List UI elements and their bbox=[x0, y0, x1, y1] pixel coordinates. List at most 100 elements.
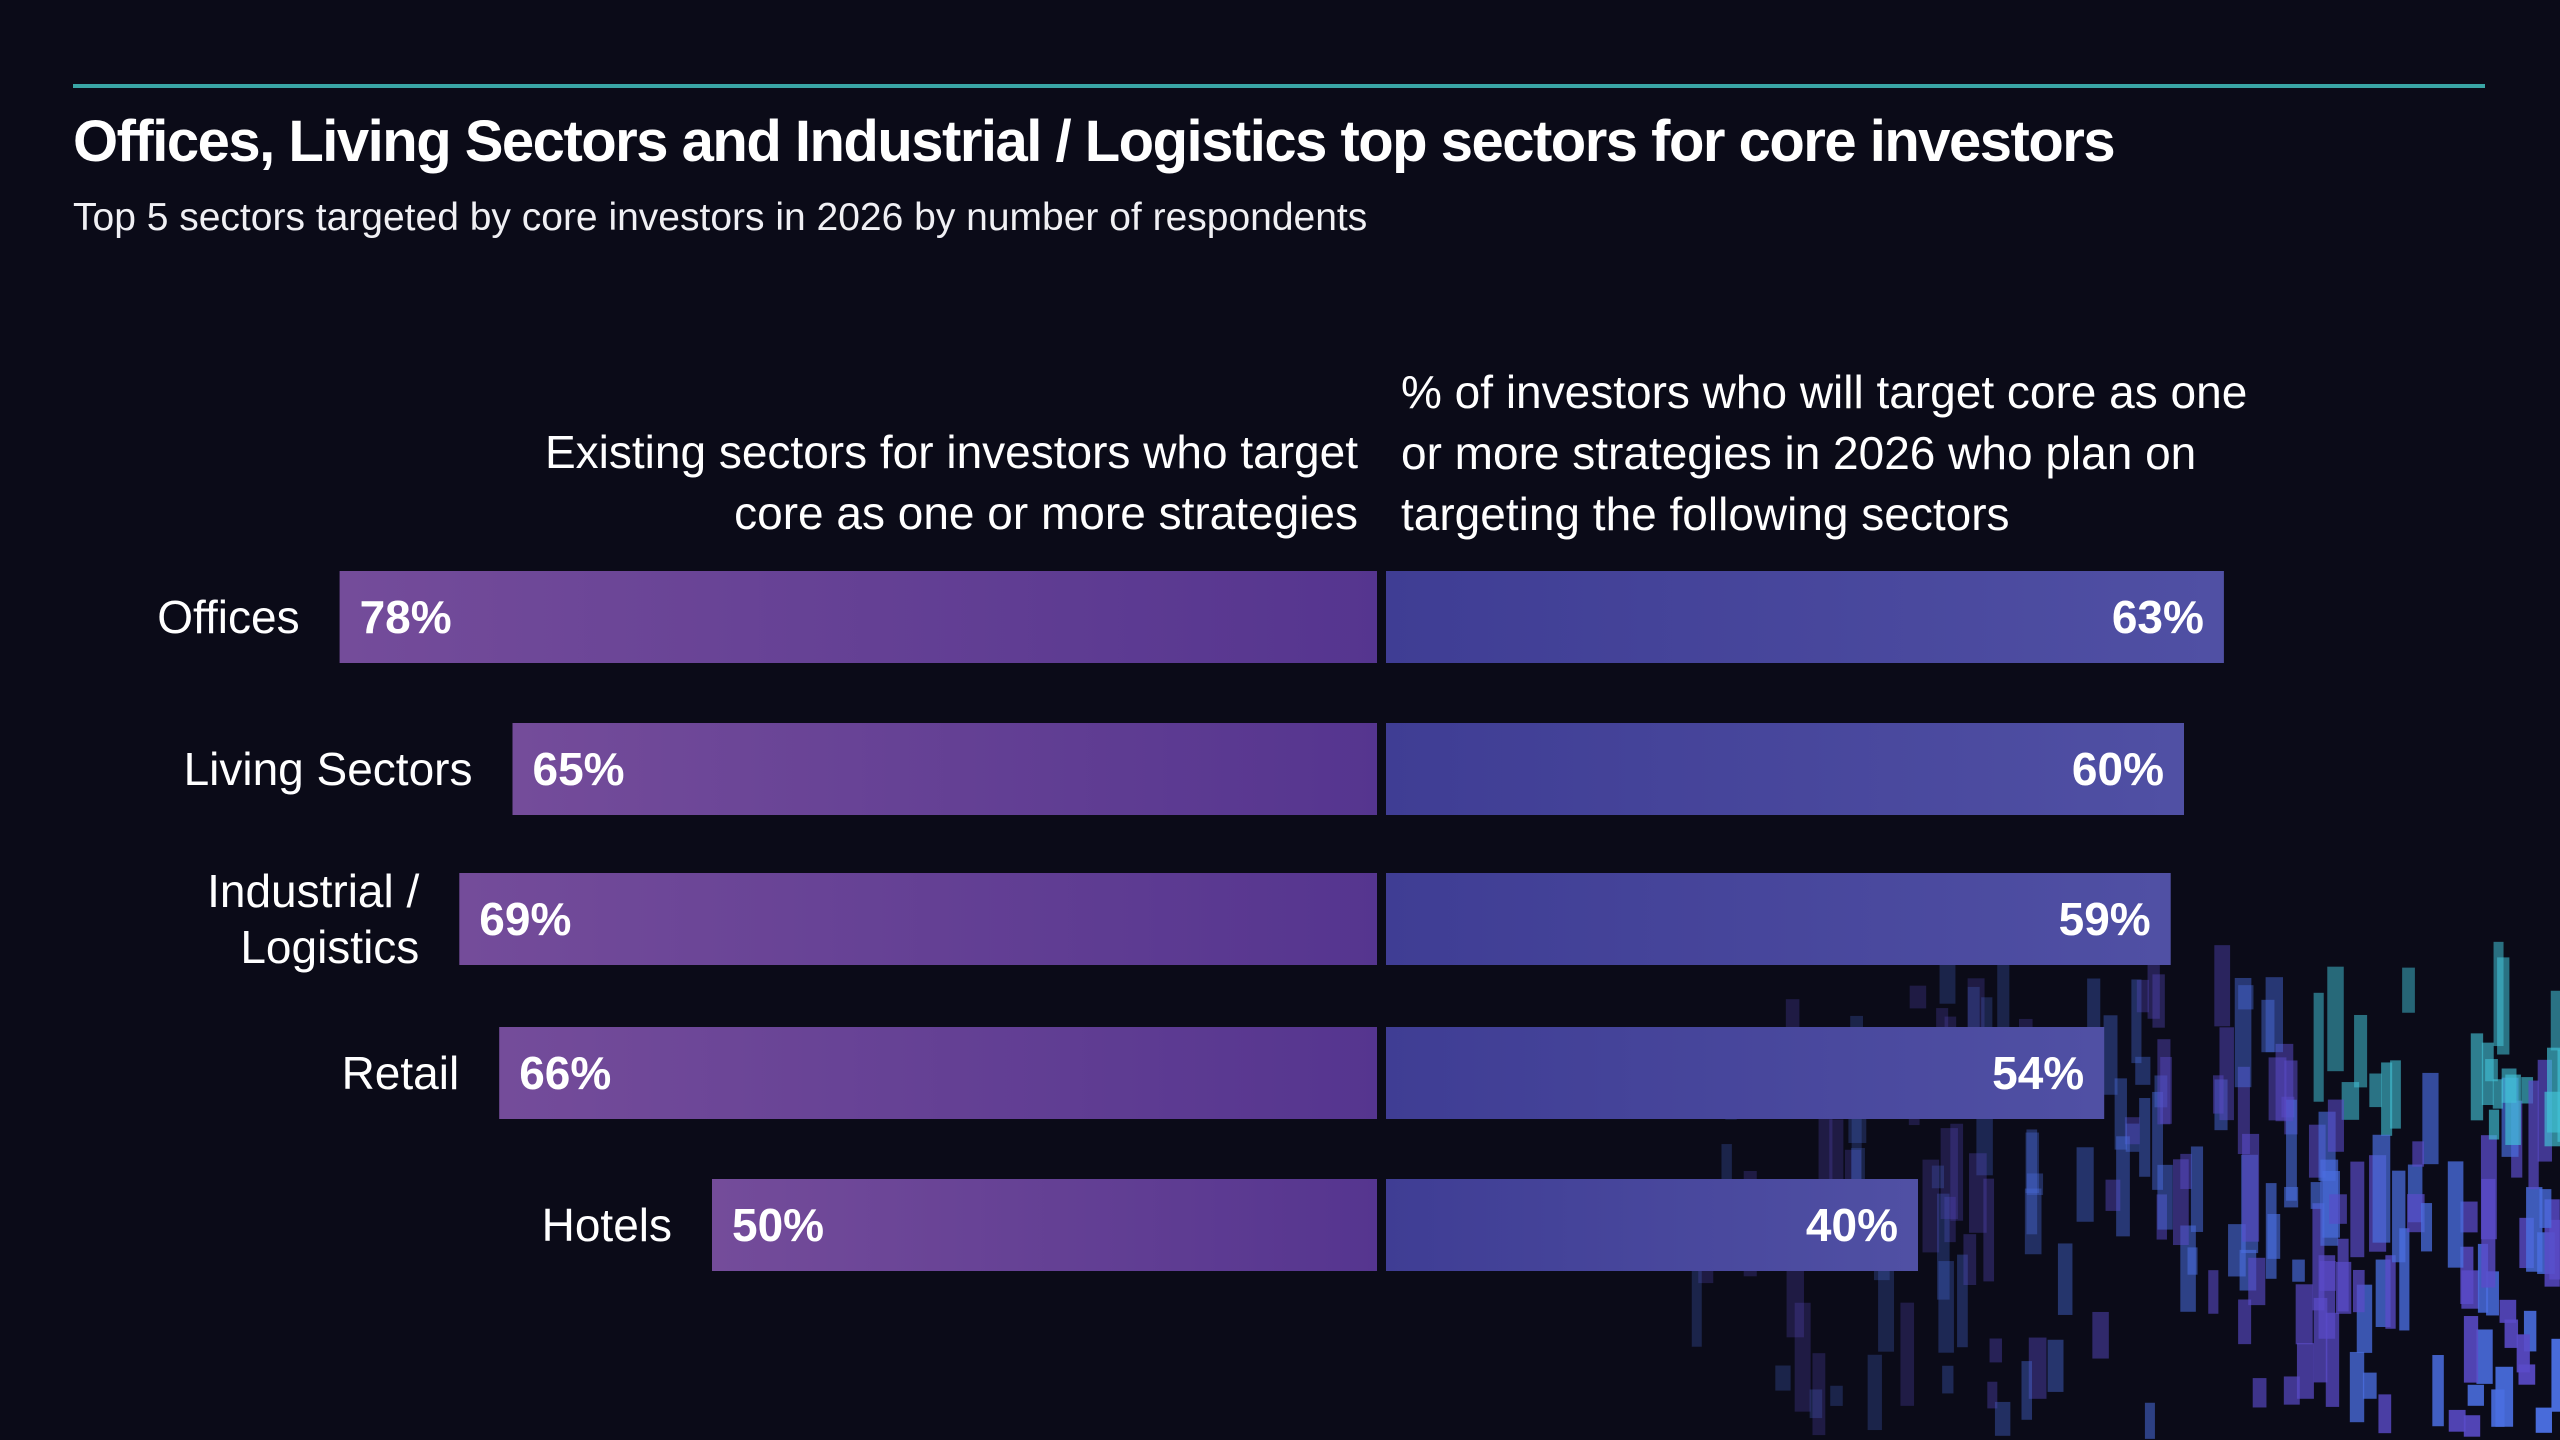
left-bar bbox=[339, 571, 1378, 663]
decorative-block bbox=[2350, 1161, 2365, 1258]
right-header-line: or more strategies in 2026 who plan on bbox=[1401, 427, 2197, 479]
decorative-block bbox=[2283, 1376, 2300, 1405]
decorative-block bbox=[2390, 1060, 2401, 1129]
decorative-block bbox=[2550, 990, 2560, 1051]
left-value-label: 65% bbox=[533, 743, 625, 795]
right-bar bbox=[1386, 873, 2171, 965]
decorative-block bbox=[1775, 1365, 1791, 1391]
decorative-block bbox=[2156, 1194, 2167, 1240]
right-value-label: 63% bbox=[2112, 591, 2204, 643]
decorative-block bbox=[2399, 1228, 2410, 1331]
decorative-block bbox=[1851, 1119, 1862, 1226]
decorative-block bbox=[2296, 1343, 2314, 1399]
decorative-block bbox=[2402, 967, 2415, 1013]
decorative-block bbox=[2535, 1407, 2552, 1433]
decorative-block bbox=[2139, 1098, 2151, 1177]
decorative-block bbox=[2460, 1201, 2478, 1233]
decorative-block bbox=[2551, 1338, 2560, 1412]
decorative-block bbox=[2021, 1361, 2033, 1420]
right-value-label: 60% bbox=[2072, 743, 2164, 795]
decorative-block bbox=[2173, 1159, 2189, 1246]
decorative-block bbox=[2470, 1033, 2484, 1121]
decorative-block bbox=[2292, 1259, 2305, 1282]
left-series-header: Existing sectors for investors who targe… bbox=[545, 422, 1358, 544]
decorative-block bbox=[2329, 1194, 2347, 1224]
decorative-block bbox=[2214, 1079, 2228, 1131]
decorative-block bbox=[2238, 1299, 2252, 1345]
decorative-block bbox=[2026, 1173, 2044, 1195]
left-value-label: 50% bbox=[732, 1199, 824, 1251]
decorative-block bbox=[2421, 1203, 2433, 1252]
decorative-block bbox=[2105, 1179, 2121, 1211]
decorative-block bbox=[2208, 1270, 2219, 1314]
decorative-block bbox=[2467, 1384, 2484, 1406]
left-value-label: 69% bbox=[479, 893, 571, 945]
decorative-block bbox=[2047, 1339, 2064, 1392]
decorative-block bbox=[2526, 1187, 2543, 1272]
decorative-block bbox=[2265, 977, 2283, 1053]
decorative-block bbox=[1794, 1302, 1811, 1412]
decorative-block bbox=[2242, 1133, 2260, 1242]
category-label: Retail bbox=[342, 1047, 460, 1099]
decorative-block bbox=[2157, 1164, 2173, 1230]
decorative-block bbox=[2252, 1378, 2267, 1408]
decorative-block bbox=[1931, 1165, 1945, 1189]
decorative-block bbox=[2539, 1189, 2552, 1228]
decorative-block bbox=[2432, 1355, 2444, 1427]
decorative-block bbox=[1922, 1159, 1940, 1253]
left-header-line: core as one or more strategies bbox=[734, 487, 1358, 539]
decorative-block bbox=[2125, 1123, 2140, 1152]
right-bar bbox=[1386, 723, 2184, 815]
decorative-block bbox=[1829, 1119, 1844, 1190]
decorative-block bbox=[2212, 1075, 2224, 1114]
decorative-block bbox=[2547, 1047, 2560, 1133]
decorative-block bbox=[1944, 1196, 1956, 1243]
decorative-block bbox=[2248, 1257, 2266, 1306]
decorative-block bbox=[2154, 1075, 2168, 1108]
decorative-block bbox=[2372, 1134, 2391, 1243]
decorative-block bbox=[1950, 1123, 1964, 1221]
decorative-block bbox=[1938, 1261, 1954, 1353]
decorative-block bbox=[2463, 1415, 2481, 1437]
decorative-block bbox=[1957, 1254, 1968, 1348]
decorative-block bbox=[2481, 1178, 2496, 1288]
decorative-block bbox=[2152, 974, 2165, 1028]
decorative-block bbox=[2501, 1068, 2517, 1103]
category-label: Living Sectors bbox=[184, 743, 473, 795]
decorative-block bbox=[2327, 966, 2344, 1072]
decorative-block bbox=[2131, 979, 2142, 1064]
left-value-label: 66% bbox=[519, 1047, 611, 1099]
decorative-block bbox=[2327, 1099, 2344, 1152]
decorative-block bbox=[1989, 1338, 2002, 1363]
right-bar bbox=[1386, 1027, 2105, 1119]
decorative-block bbox=[1967, 986, 1980, 1038]
decorative-block bbox=[2157, 1039, 2171, 1125]
decorative-block bbox=[1818, 1100, 1833, 1183]
decorative-block bbox=[2024, 1188, 2042, 1255]
decorative-block bbox=[1809, 1389, 1823, 1419]
accent-line bbox=[73, 84, 2485, 88]
decorative-block bbox=[2488, 1109, 2500, 1140]
decorative-block bbox=[2461, 1270, 2480, 1309]
decorative-block bbox=[2362, 1372, 2377, 1399]
decorative-block bbox=[2352, 1269, 2365, 1313]
decorative-block bbox=[2190, 1146, 2204, 1232]
page-title: Offices, Living Sectors and Industrial /… bbox=[73, 109, 2116, 174]
decorative-block bbox=[2492, 1079, 2503, 1109]
decorative-block bbox=[1963, 1234, 1977, 1286]
decorative-block bbox=[2485, 1059, 2498, 1082]
decorative-block bbox=[2369, 1073, 2382, 1108]
category-label: Offices bbox=[157, 591, 299, 643]
left-value-label: 78% bbox=[360, 591, 452, 643]
decorative-block bbox=[2076, 1147, 2094, 1222]
decorative-block bbox=[2238, 985, 2254, 1010]
decorative-block bbox=[2516, 1334, 2530, 1373]
decorative-block bbox=[1900, 1302, 1915, 1406]
decorative-block bbox=[2392, 1170, 2406, 1263]
decorative-block bbox=[2385, 1255, 2396, 1329]
decorative-block bbox=[1867, 1354, 1882, 1431]
decorative-block bbox=[2136, 979, 2149, 1013]
category-label: Hotels bbox=[542, 1199, 672, 1251]
right-bar bbox=[1386, 571, 2224, 663]
decorative-block bbox=[1969, 1153, 1987, 1233]
